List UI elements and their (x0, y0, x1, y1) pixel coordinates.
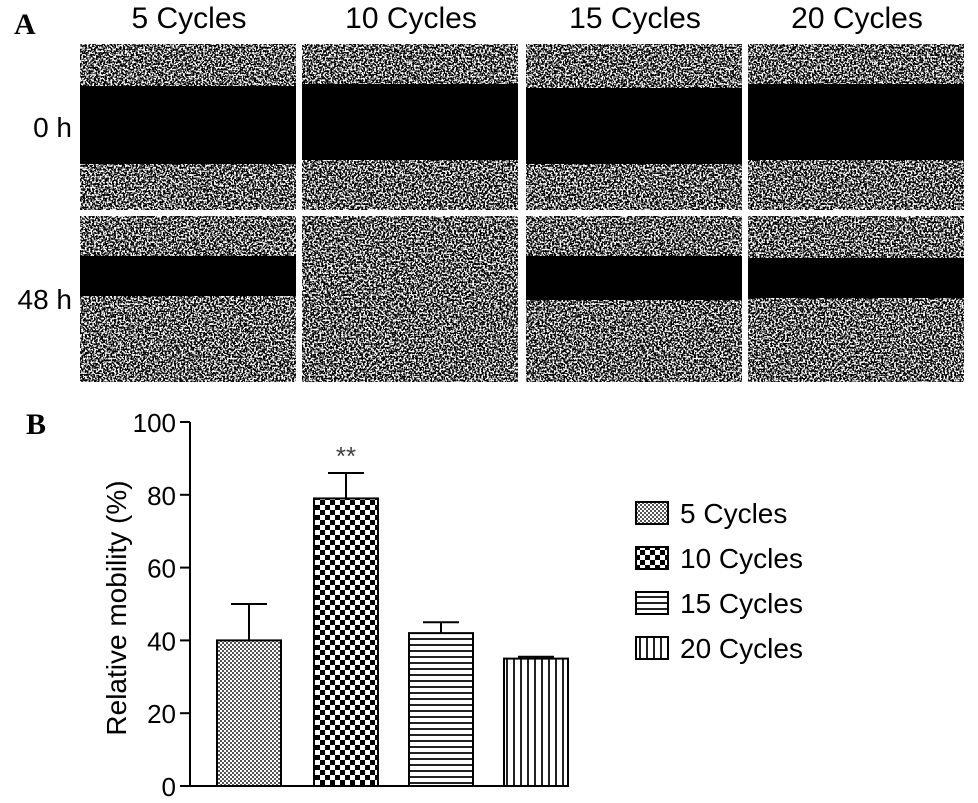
column-header-20-cycles: 20 Cycles (791, 2, 923, 35)
y-axis-label: Relative mobility (%) (101, 480, 132, 735)
y-tick-label-20: 20 (147, 699, 176, 729)
micrograph-r1-c3 (748, 216, 964, 382)
legend-label-2: 10 Cycles (680, 543, 803, 574)
legend-label-4: 20 Cycles (680, 633, 803, 664)
row-header-0h: 0 h (33, 112, 72, 143)
y-tick-label-60: 60 (147, 554, 176, 584)
legend-swatch-4 (635, 636, 669, 660)
micrograph-r0-c3 (748, 44, 964, 210)
legend-swatch-3 (635, 591, 669, 615)
micrograph-r1-c1 (302, 216, 518, 382)
bar-2 (313, 497, 379, 787)
legend-swatch-2 (635, 546, 669, 570)
column-header-15-cycles: 15 Cycles (569, 2, 701, 35)
micrograph-r0-c2 (526, 44, 742, 210)
y-tick-label-80: 80 (147, 481, 176, 511)
bar-4 (503, 657, 569, 787)
micrograph-r1-c2 (526, 216, 742, 382)
legend-swatch-1 (635, 501, 669, 525)
panel-a-label: A (14, 8, 36, 41)
micrograph-r1-c0 (80, 216, 296, 382)
legend-label-1: 5 Cycles (680, 498, 787, 529)
row-header-48h: 48 h (17, 284, 73, 315)
bar-1 (216, 639, 282, 788)
micrograph-r0-c1 (302, 44, 518, 210)
y-tick-label-100: 100 (133, 408, 176, 438)
column-header-5-cycles: 5 Cycles (131, 2, 247, 35)
bar-3 (408, 632, 474, 787)
panel-b-label: B (26, 408, 47, 441)
micrograph-r0-c0 (80, 44, 296, 210)
column-header-10-cycles: 10 Cycles (345, 2, 477, 35)
y-tick-label-40: 40 (147, 626, 176, 656)
significance-annotation-2: ** (336, 441, 356, 471)
legend-label-3: 15 Cycles (680, 588, 803, 619)
y-tick-label-0: 0 (162, 772, 176, 802)
